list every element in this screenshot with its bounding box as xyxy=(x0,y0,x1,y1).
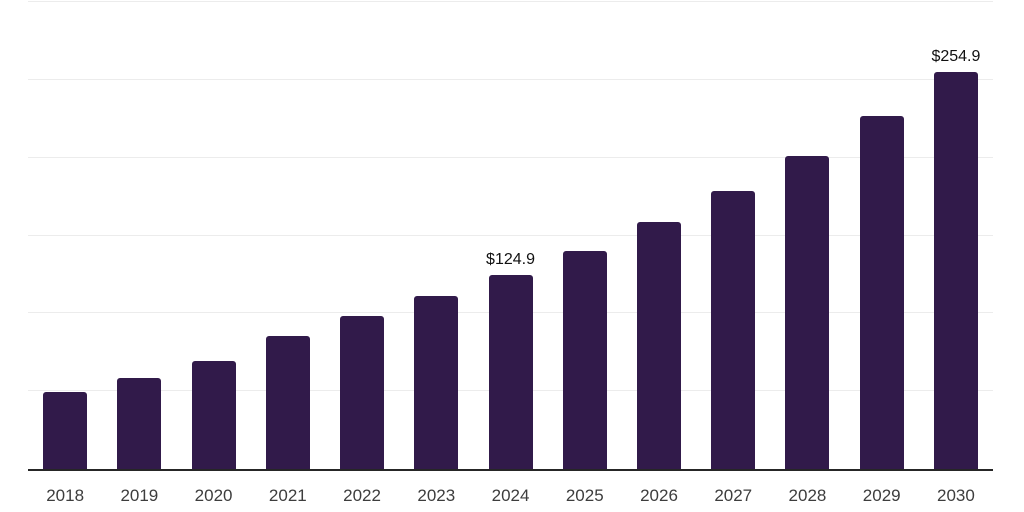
x-tick-label-2021: 2021 xyxy=(268,486,307,505)
x-tick-label-2026: 2026 xyxy=(640,486,678,505)
bar-group-2018 xyxy=(28,0,102,469)
x-tick-label-2027: 2027 xyxy=(714,486,753,505)
x-tick-label-2018: 2018 xyxy=(46,486,85,505)
bar-group-2025 xyxy=(548,0,622,469)
x-tick-label-2028: 2028 xyxy=(788,486,827,505)
bar-value-label-2030: $254.9 xyxy=(931,48,981,66)
bar-group-2021 xyxy=(251,0,325,469)
x-tick-label-2030: 2030 xyxy=(937,486,975,505)
gridline-300 xyxy=(28,1,993,2)
gridline-200 xyxy=(28,156,993,158)
x-tick-label-2020: 2020 xyxy=(194,486,233,505)
bar-group-2022 xyxy=(325,0,399,469)
bar-group-2023 xyxy=(399,0,473,469)
bar-group-2019 xyxy=(102,0,176,469)
x-tick-label-2024: 2024 xyxy=(491,486,530,505)
bar-2025 xyxy=(562,250,607,469)
bar-2018 xyxy=(43,391,88,469)
bar-2023 xyxy=(414,296,459,469)
bar-2022 xyxy=(340,315,385,469)
x-tick-label-2019: 2019 xyxy=(120,486,159,505)
x-axis-labels: 2018 2019 2020 2021 2022 2023 2024 2025 2026 2027… xyxy=(28,486,993,506)
bar-group-2028 xyxy=(770,0,844,469)
x-tick-label-2022: 2022 xyxy=(343,486,381,505)
bar-group-2026 xyxy=(622,0,696,469)
bar-2026 xyxy=(636,221,681,469)
bar-2028 xyxy=(785,156,830,469)
bar-2020 xyxy=(191,361,236,469)
x-tick-label-2023: 2023 xyxy=(417,486,456,505)
bar-2027 xyxy=(711,191,756,469)
bar-group-2030: $254.9 xyxy=(919,0,993,469)
bar-value-label-2024: $124.9 xyxy=(486,250,535,268)
bar-2030 xyxy=(933,72,978,469)
bar-group-2027 xyxy=(696,0,770,469)
x-tick-label-2025: 2025 xyxy=(565,486,604,505)
bar-2021 xyxy=(265,335,310,469)
bar-2019 xyxy=(117,378,162,469)
bar-group-2029 xyxy=(845,0,919,469)
x-tick-label-2029: 2029 xyxy=(862,486,901,505)
bar-2029 xyxy=(859,116,904,469)
bar-group-2020 xyxy=(176,0,250,469)
bar-chart: $124.9 $254.9 2018 2019 2020 2021 2022 2023 202… xyxy=(28,0,993,506)
bar-group-2024: $124.9 xyxy=(473,0,547,469)
plot-area: $124.9 $254.9 xyxy=(28,0,993,471)
gridline-250 xyxy=(28,78,993,80)
gridline-150 xyxy=(28,234,993,236)
bar-2024 xyxy=(488,274,533,469)
